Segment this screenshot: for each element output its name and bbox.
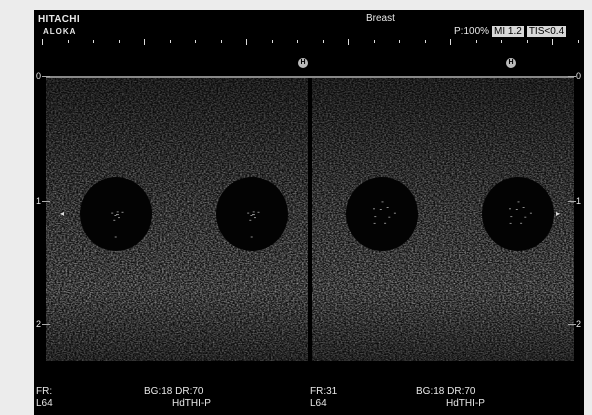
anechoic-lesion-1 (346, 177, 418, 251)
echo-speck (114, 215, 117, 216)
echo-speck (250, 215, 253, 216)
scale-tick (348, 39, 349, 45)
probe-left: L64 (36, 398, 53, 409)
echo-speck (384, 222, 387, 224)
echo-speck (247, 212, 250, 214)
ultrasound-screen: HITACHI ALOKA Breast P:100% MI 1.2 TIS<0.4… (34, 10, 584, 415)
probe-surface-line (46, 76, 574, 78)
depth-tick-left-0 (42, 76, 50, 77)
depth-tick-right-2 (568, 324, 576, 325)
scale-tick (526, 40, 528, 43)
scale-tick (399, 40, 400, 43)
depth-label-left-1: 1 (36, 196, 42, 206)
gain-range-right: BG:18 DR:70 (416, 386, 476, 397)
tis-badge: TIS<0.4 (526, 26, 567, 37)
frame-rate-right: FR:31 (310, 386, 338, 397)
scale-ticks (42, 39, 582, 48)
echo-speck (379, 209, 382, 210)
depth-tick-left-1 (42, 201, 50, 202)
depth-tick-right-1 (568, 201, 576, 202)
scale-tick (144, 39, 145, 45)
echo-speck (517, 201, 520, 203)
scale-tick (552, 39, 553, 45)
echo-speck (388, 216, 391, 218)
sub-brand-name: ALOKA (43, 27, 77, 36)
scale-tick (450, 39, 451, 45)
scale-tick (169, 40, 171, 43)
brand-name: HITACHI (38, 14, 80, 25)
echo-speck (114, 236, 117, 238)
scale-tick (297, 40, 298, 43)
scale-tick (373, 40, 375, 43)
echo-speck (393, 212, 396, 214)
frame-rate-left: FR: (36, 386, 53, 397)
speckle-texture (312, 78, 574, 361)
scale-tick (42, 39, 43, 45)
image-area (46, 78, 574, 361)
scale-tick (67, 40, 69, 43)
preset-label: Breast (366, 13, 395, 24)
depth-tick-right-0 (568, 76, 576, 77)
echo-speck (529, 212, 532, 214)
scale-tick (195, 40, 196, 43)
echo-speck (249, 219, 252, 221)
probe-right: L64 (310, 398, 327, 409)
scale-tick (93, 40, 94, 43)
echo-speck (522, 207, 525, 208)
focus-marker-left: H (298, 58, 308, 68)
scale-tick (322, 40, 324, 43)
ultrasound-image-left (46, 78, 308, 361)
echo-speck (253, 214, 255, 216)
echo-speck (374, 216, 377, 218)
output-readout: P:100% MI 1.2 TIS<0.4 (454, 26, 567, 37)
depth-tick-left-2 (42, 324, 50, 325)
depth-label-right-1: 1 (576, 196, 582, 206)
echo-speck (520, 222, 523, 224)
mi-badge: MI 1.2 (492, 26, 524, 37)
scale-tick (271, 40, 273, 43)
scale-tick (475, 40, 477, 43)
echo-speck (373, 208, 375, 210)
echo-speck (257, 211, 260, 213)
depth-label-left-2: 2 (36, 319, 42, 329)
depth-label-left-0: 0 (36, 71, 42, 81)
focus-marker-right: H (506, 58, 516, 68)
depth-label-right-2: 2 (576, 319, 582, 329)
echo-speck (121, 211, 124, 213)
echo-speck (386, 207, 389, 208)
echo-speck (509, 222, 512, 224)
scale-tick (501, 40, 502, 43)
echo-speck (111, 212, 114, 214)
gain-range-left: BG:18 DR:70 (144, 386, 204, 397)
echo-speck (381, 201, 384, 203)
scale-tick (246, 39, 247, 45)
mode-left: HdTHI-P (172, 398, 211, 409)
speckle-texture (46, 78, 308, 361)
depth-label-right-0: 0 (576, 71, 582, 81)
echo-speck (373, 222, 376, 224)
scale-tick (424, 40, 426, 43)
anechoic-lesion-2 (482, 177, 554, 251)
power-readout: P:100% (454, 26, 490, 37)
echo-speck (524, 216, 527, 218)
echo-speck (515, 209, 518, 210)
echo-speck (254, 217, 256, 219)
echo-speck (113, 219, 116, 221)
scale-tick (577, 40, 579, 43)
echo-speck (509, 208, 511, 210)
ultrasound-image-right (312, 78, 574, 361)
mode-right: HdTHI-P (446, 398, 485, 409)
echo-speck (117, 214, 119, 216)
echo-speck (252, 211, 255, 213)
echo-speck (116, 211, 119, 213)
echo-speck (510, 216, 513, 218)
scale-tick (220, 40, 222, 43)
echo-speck (250, 236, 253, 238)
focus-depth-marker-left: ◂ (60, 209, 65, 218)
panel-divider (309, 78, 311, 361)
echo-speck (118, 217, 120, 219)
focus-depth-marker-right: ▸ (556, 209, 561, 218)
scale-tick (118, 40, 120, 43)
